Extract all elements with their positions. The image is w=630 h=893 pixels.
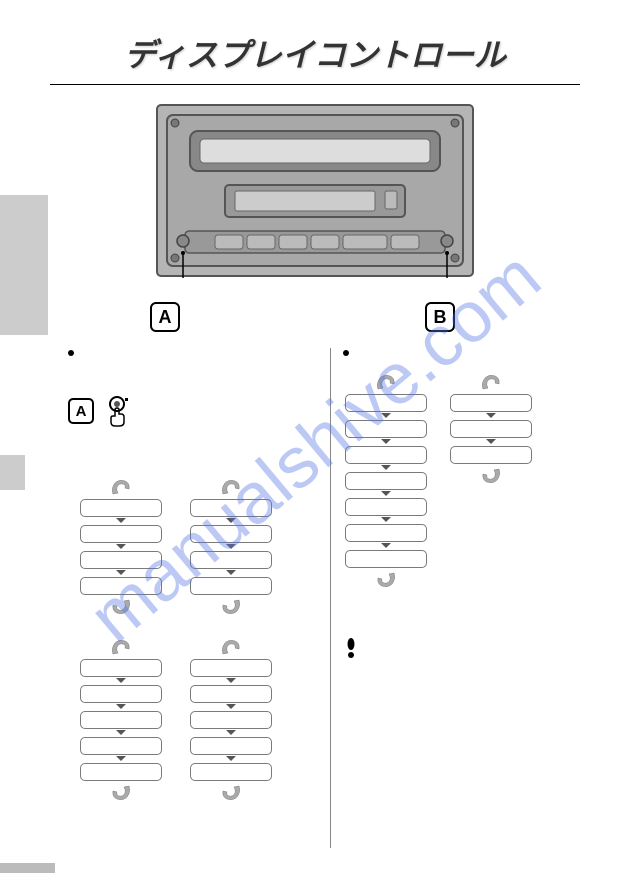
bullet-icon: [68, 350, 74, 356]
down-arrow-icon: [116, 518, 126, 523]
device-diagram: [0, 103, 630, 283]
cycle-arrow-icon: [109, 478, 133, 496]
option-box: [190, 499, 272, 517]
down-arrow-icon: [381, 465, 391, 470]
option-box: [345, 472, 427, 490]
left-column: A: [50, 348, 325, 873]
option-box: [190, 685, 272, 703]
cycle-arrow-icon: [219, 478, 243, 496]
down-arrow-icon: [226, 704, 236, 709]
option-box: [80, 685, 162, 703]
option-stack: [80, 478, 162, 616]
option-box: [450, 394, 532, 412]
option-stack: [80, 638, 162, 802]
section-label-a: A: [68, 398, 94, 424]
option-stack: [190, 638, 272, 802]
option-box: [190, 763, 272, 781]
press-button-icon: [105, 396, 135, 433]
option-box: [190, 711, 272, 729]
option-box: [80, 499, 162, 517]
note-icon: [345, 638, 357, 658]
down-arrow-icon: [116, 756, 126, 761]
option-stack: [345, 373, 427, 589]
side-tab: [0, 195, 48, 335]
down-arrow-icon: [226, 730, 236, 735]
cycle-arrow-icon: [219, 638, 243, 656]
option-box: [80, 577, 162, 595]
cycle-arrow-icon: [479, 373, 503, 391]
option-box: [450, 446, 532, 464]
down-arrow-icon: [226, 756, 236, 761]
option-box: [190, 659, 272, 677]
option-box: [80, 551, 162, 569]
down-arrow-icon: [226, 570, 236, 575]
option-box: [80, 659, 162, 677]
down-arrow-icon: [116, 544, 126, 549]
option-box: [190, 525, 272, 543]
side-tab-small: [0, 455, 25, 490]
down-arrow-icon: [226, 678, 236, 683]
cycle-arrow-icon: [109, 638, 133, 656]
down-arrow-icon: [381, 413, 391, 418]
right-column: [325, 348, 600, 873]
cycle-arrow-icon: [219, 598, 243, 616]
down-arrow-icon: [381, 439, 391, 444]
cycle-arrow-icon: [109, 598, 133, 616]
option-box: [190, 551, 272, 569]
footer-bar: [0, 863, 55, 873]
option-box: [345, 394, 427, 412]
callout-label-b: B: [425, 302, 455, 332]
down-arrow-icon: [226, 544, 236, 549]
option-box: [450, 420, 532, 438]
option-box: [80, 525, 162, 543]
option-stack: [450, 373, 532, 485]
down-arrow-icon: [116, 570, 126, 575]
option-box: [80, 711, 162, 729]
option-box: [345, 446, 427, 464]
down-arrow-icon: [116, 704, 126, 709]
option-box: [190, 737, 272, 755]
cycle-arrow-icon: [374, 571, 398, 589]
page-title: ディスプレイコントロール: [50, 0, 580, 85]
option-box: [345, 550, 427, 568]
option-box: [345, 498, 427, 516]
down-arrow-icon: [381, 491, 391, 496]
down-arrow-icon: [116, 730, 126, 735]
cycle-arrow-icon: [479, 467, 503, 485]
down-arrow-icon: [381, 517, 391, 522]
cycle-arrow-icon: [374, 373, 398, 391]
option-box: [345, 524, 427, 542]
option-box: [80, 737, 162, 755]
bullet-icon: [343, 350, 349, 356]
option-box: [80, 763, 162, 781]
down-arrow-icon: [486, 439, 496, 444]
content-columns: A: [50, 348, 600, 873]
cycle-arrow-icon: [219, 784, 243, 802]
option-box: [345, 420, 427, 438]
callout-label-a: A: [150, 302, 180, 332]
down-arrow-icon: [486, 413, 496, 418]
down-arrow-icon: [226, 518, 236, 523]
cycle-arrow-icon: [109, 784, 133, 802]
down-arrow-icon: [116, 678, 126, 683]
option-box: [190, 577, 272, 595]
down-arrow-icon: [381, 543, 391, 548]
option-stack: [190, 478, 272, 616]
